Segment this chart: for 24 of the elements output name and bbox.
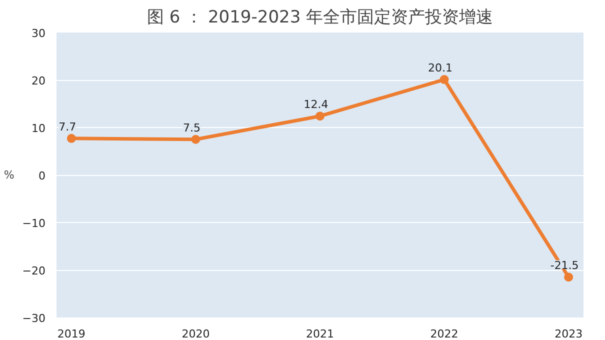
x-tick-label: 2022 [430,328,458,340]
y-tick-label: −10 [22,217,46,230]
y-tick-label: 20 [32,74,46,88]
y-axis-title: % [4,168,14,182]
data-label: -21.5 [550,259,579,272]
y-tick-label: 0 [38,170,46,182]
x-tick-label: 2021 [306,328,334,340]
y-tick-label: −20 [22,264,46,278]
point [316,112,324,121]
point [564,272,574,282]
chart-title: 图 6 ： 2019-2023 年全市固定资产投资增速 [146,8,494,28]
x-tick-label: 2023 [554,328,583,340]
point [66,134,76,143]
y-tick-label: −30 [22,312,46,325]
x-tick-label: 2020 [182,328,210,340]
y-tick-label: 30 [32,27,46,40]
x-tick-label: 2019 [57,328,86,340]
data-label: 12.4 [304,98,328,112]
data-label: 7.7 [58,120,76,134]
data-label: 20.1 [428,62,453,75]
point [191,134,200,144]
y-tick-label: 10 [32,122,46,135]
point [440,75,449,84]
data-label: 7.5 [182,121,200,134]
